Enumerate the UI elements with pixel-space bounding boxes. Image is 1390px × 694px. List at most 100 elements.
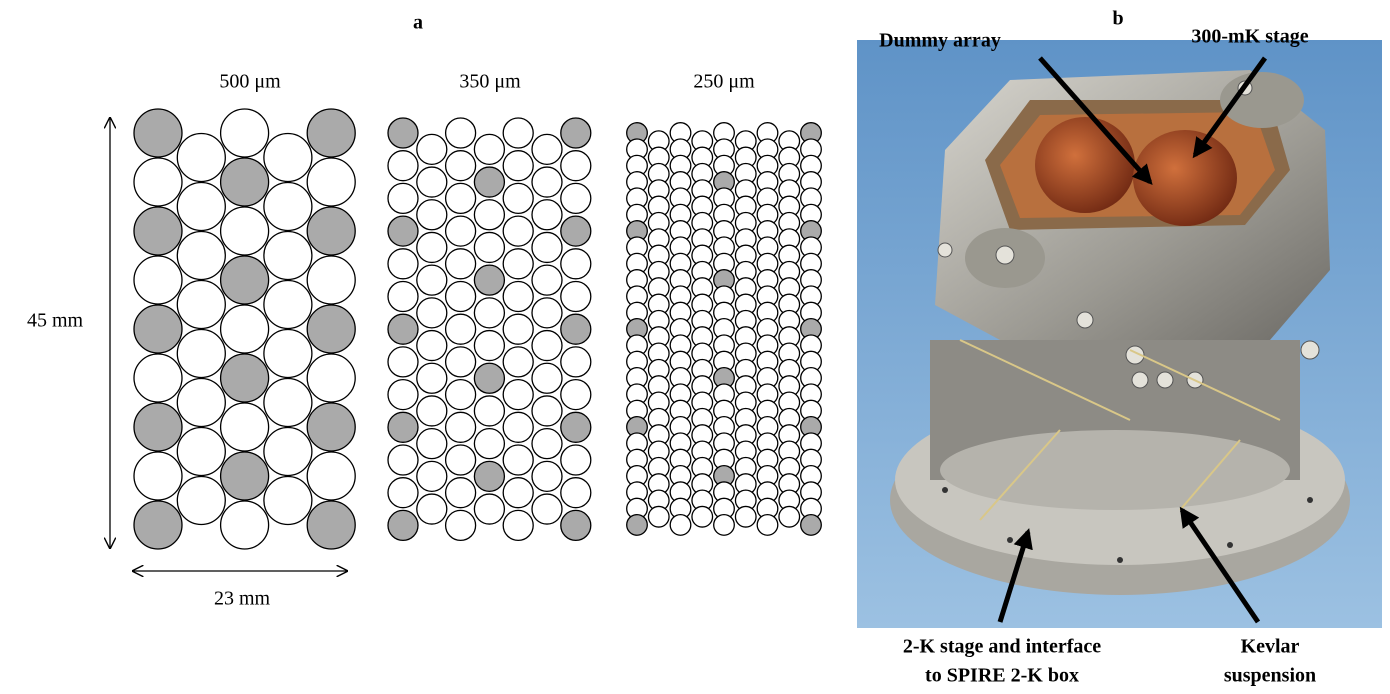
figure: a 500 μm 350 μm 250 μm 45 mm 23 mm b Dum… bbox=[0, 0, 1390, 694]
detector-pixel bbox=[692, 506, 713, 527]
detector-pixel bbox=[503, 412, 533, 442]
detector-pixel bbox=[177, 428, 225, 476]
detector-pixel bbox=[503, 183, 533, 213]
panel-label: a bbox=[413, 12, 423, 34]
detector-pixel bbox=[474, 331, 504, 361]
detector-pixel bbox=[474, 232, 504, 262]
detector-pixel bbox=[307, 305, 355, 353]
detector-pixel bbox=[561, 445, 591, 475]
detector-pixel bbox=[532, 200, 562, 230]
detector-pixel bbox=[627, 515, 648, 536]
detector-pixel bbox=[648, 506, 669, 527]
detector-pixel bbox=[221, 109, 269, 157]
detector-pixel bbox=[561, 510, 591, 540]
detector-pixel bbox=[532, 494, 562, 524]
detector-pixel bbox=[177, 330, 225, 378]
detector-pixel bbox=[177, 134, 225, 182]
detector-pixel bbox=[221, 158, 269, 206]
detector-pixel bbox=[264, 477, 312, 525]
detector-pixel bbox=[735, 506, 756, 527]
detector-pixel bbox=[503, 282, 533, 312]
detector-pixel bbox=[264, 183, 312, 231]
detector-pixel bbox=[221, 256, 269, 304]
detector-pixel bbox=[503, 151, 533, 181]
detector-pixel bbox=[221, 305, 269, 353]
detector-pixel bbox=[307, 207, 355, 255]
panel-label: b bbox=[1112, 8, 1123, 30]
detector-pixel bbox=[670, 515, 691, 536]
detector-pixel bbox=[446, 445, 476, 475]
detector-pixel bbox=[503, 118, 533, 148]
detector-pixel bbox=[561, 249, 591, 279]
detector-pixel bbox=[388, 249, 418, 279]
detector-pixel bbox=[264, 330, 312, 378]
detector-pixel bbox=[134, 109, 182, 157]
detector-pixel bbox=[388, 282, 418, 312]
detector-pixel bbox=[503, 249, 533, 279]
callout: suspension bbox=[1224, 665, 1316, 687]
callout: 2-K stage and interface bbox=[903, 636, 1101, 658]
detector-pixel bbox=[264, 232, 312, 280]
detector-pixel bbox=[388, 183, 418, 213]
detector-pixel bbox=[134, 354, 182, 402]
detector-pixel bbox=[561, 478, 591, 508]
detector-pixel bbox=[503, 510, 533, 540]
detector-pixel bbox=[532, 461, 562, 491]
detector-pixel bbox=[134, 452, 182, 500]
detector-pixel bbox=[417, 429, 447, 459]
array-title: 250 μm bbox=[693, 71, 755, 93]
array-title: 500 μm bbox=[219, 71, 281, 93]
callout: to SPIRE 2-K box bbox=[925, 665, 1079, 687]
detector-pixel bbox=[388, 347, 418, 377]
detector-pixel bbox=[134, 207, 182, 255]
width-label: 23 mm bbox=[214, 588, 271, 610]
detector-pixel bbox=[388, 314, 418, 344]
detector-pixel bbox=[177, 477, 225, 525]
detector-pixel bbox=[474, 134, 504, 164]
detector-pixel bbox=[446, 380, 476, 410]
detector-pixel bbox=[307, 256, 355, 304]
detector-pixel bbox=[474, 396, 504, 426]
detector-pixel bbox=[134, 403, 182, 451]
detector-pixel bbox=[532, 331, 562, 361]
detector-pixel bbox=[417, 134, 447, 164]
detector-pixel bbox=[503, 216, 533, 246]
detector-pixel bbox=[532, 396, 562, 426]
detector-pixel bbox=[388, 445, 418, 475]
detector-pixel bbox=[561, 314, 591, 344]
detector-pixel bbox=[446, 282, 476, 312]
detector-pixel bbox=[264, 281, 312, 329]
detector-pixel bbox=[417, 494, 447, 524]
detector-pixel bbox=[757, 515, 778, 536]
detector-pixel bbox=[446, 314, 476, 344]
detector-pixel bbox=[532, 298, 562, 328]
detector-pixel bbox=[474, 363, 504, 393]
photo bbox=[857, 40, 1382, 628]
detector-pixel bbox=[388, 118, 418, 148]
detector-pixel bbox=[417, 167, 447, 197]
detector-pixel bbox=[532, 363, 562, 393]
detector-pixel bbox=[177, 183, 225, 231]
detector-pixel bbox=[417, 200, 447, 230]
detector-pixel bbox=[779, 506, 800, 527]
detector-pixel bbox=[446, 412, 476, 442]
detector-pixel bbox=[221, 403, 269, 451]
height-label: 45 mm bbox=[27, 310, 84, 332]
detector-pixel bbox=[532, 232, 562, 262]
detector-pixel bbox=[532, 265, 562, 295]
detector-pixel bbox=[221, 501, 269, 549]
detector-pixel bbox=[388, 478, 418, 508]
detector-pixel bbox=[307, 109, 355, 157]
detector-pixel bbox=[503, 314, 533, 344]
detector-pixel bbox=[177, 379, 225, 427]
array-title: 350 μm bbox=[459, 71, 521, 93]
detector-pixel bbox=[417, 461, 447, 491]
detector-pixel bbox=[221, 207, 269, 255]
detector-pixel bbox=[446, 216, 476, 246]
detector-pixel bbox=[503, 380, 533, 410]
detector-pixel bbox=[532, 134, 562, 164]
detector-pixel bbox=[561, 347, 591, 377]
detector-pixel bbox=[417, 396, 447, 426]
detector-pixel bbox=[446, 478, 476, 508]
detector-pixel bbox=[388, 380, 418, 410]
